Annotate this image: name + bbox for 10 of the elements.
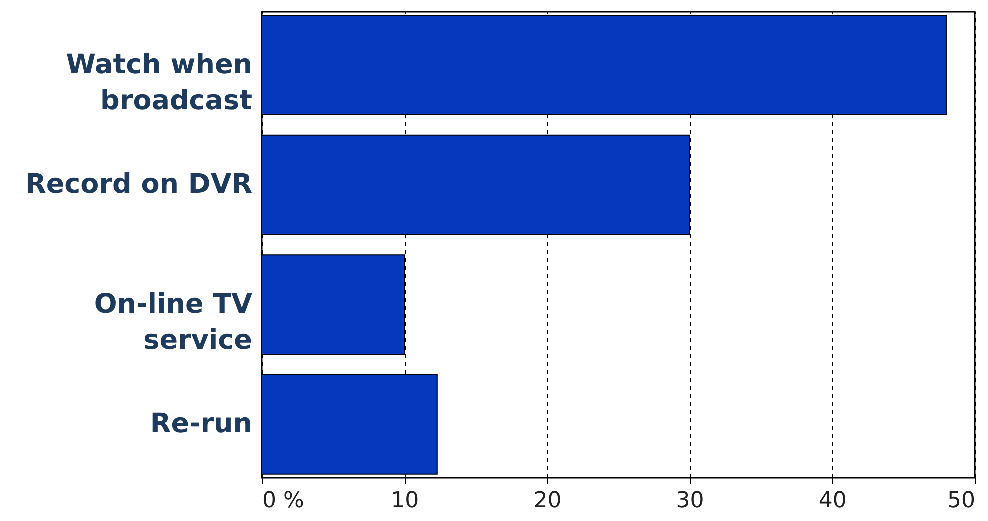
y-tick-label: On-line TV service xyxy=(94,288,253,356)
x-tick-label: 10 xyxy=(391,488,420,514)
x-tick-label: 30 xyxy=(676,488,704,514)
x-tick-label: 20 xyxy=(534,488,562,514)
x-tick-label: 0 % xyxy=(262,488,304,514)
y-tick-label: Watch when broadcast xyxy=(66,49,253,116)
y-tick-label: Re-run xyxy=(150,408,252,440)
x-tick-label: 40 xyxy=(818,488,847,514)
x-tick-label: 50 xyxy=(948,488,976,514)
y-tick-label: Record on DVR xyxy=(26,169,253,200)
